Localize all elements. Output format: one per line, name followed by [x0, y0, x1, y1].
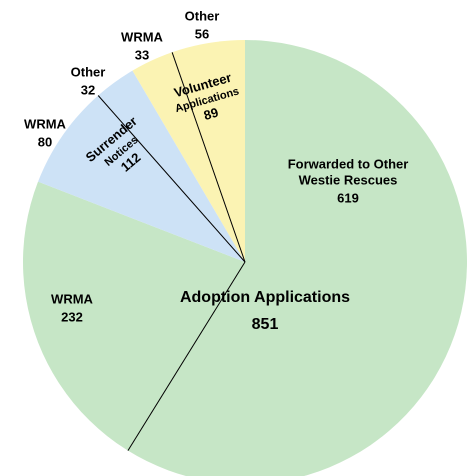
divider — [127, 261, 246, 451]
part-value: 232 — [61, 309, 83, 324]
part-label: WRMA — [24, 116, 66, 131]
slice-name: Adoption Applications — [180, 289, 350, 306]
slice-value: 89 — [202, 105, 220, 123]
part-label: Westie Rescues — [299, 172, 398, 187]
pie-slice — [38, 70, 246, 263]
pie-slice — [132, 40, 245, 262]
pie-slice — [23, 40, 467, 476]
divider — [97, 95, 246, 263]
slice-value: 851 — [252, 316, 279, 333]
part-label: Other — [185, 8, 220, 23]
part-label: Other — [71, 64, 106, 79]
part-value: 80 — [38, 134, 52, 149]
part-label: WRMA — [51, 291, 93, 306]
part-value: 619 — [337, 190, 359, 205]
part-value: 32 — [81, 82, 95, 97]
part-value: 56 — [195, 26, 209, 41]
slice-label: Adoption Applications 851 — [180, 289, 350, 333]
divider — [171, 52, 246, 263]
part-value: 33 — [135, 47, 149, 62]
part-label: WRMA — [121, 29, 163, 44]
part-label: Forwarded to Other — [288, 156, 409, 171]
